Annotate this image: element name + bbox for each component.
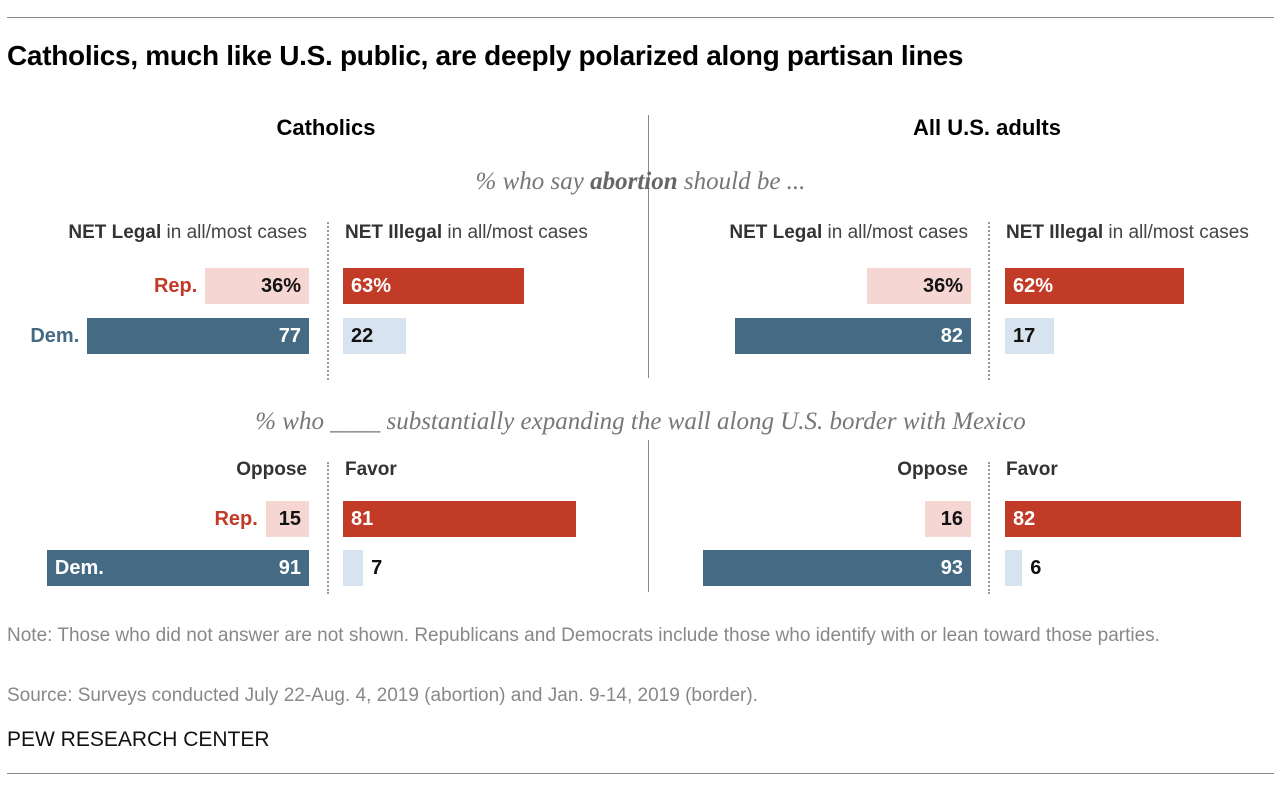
right-column-header: Favor <box>345 459 397 480</box>
bar-rep-right <box>1005 268 1184 304</box>
bar-dem-left <box>87 318 309 354</box>
chart-note: Note: Those who did not answer are not s… <box>7 625 1160 646</box>
data-label-right: 63% <box>351 275 392 297</box>
chart-source: Source: Surveys conducted July 22-Aug. 4… <box>7 685 758 706</box>
bar-rep-left <box>924 501 971 537</box>
bar-rep-left <box>265 501 309 537</box>
panel-divider-top <box>648 115 649 378</box>
party-label-dem: Dem. <box>30 325 80 347</box>
center-dotted-divider <box>988 222 990 380</box>
bar-dem-left <box>703 550 971 586</box>
data-label-right: 7 <box>371 557 383 579</box>
bar-dem-left <box>46 550 309 586</box>
top-rule <box>7 17 1274 18</box>
right-column-header: NET Illegal in all/most cases <box>345 222 588 243</box>
data-label-left: 82 <box>940 325 963 347</box>
data-label-right: 22 <box>351 325 374 347</box>
bar-dem-left <box>734 318 971 354</box>
chart-title: Catholics, much like U.S. public, are de… <box>7 40 964 71</box>
bar-rep-right <box>343 501 577 537</box>
bottom-rule <box>7 773 1274 774</box>
data-label-left: 91 <box>278 557 301 579</box>
panel-title-all-adults: All U.S. adults <box>913 115 1061 140</box>
data-label-right: 17 <box>1013 325 1036 347</box>
party-label-rep: Rep. <box>214 508 258 530</box>
bar-dem-right <box>343 550 364 586</box>
data-label-right: 6 <box>1030 557 1042 579</box>
right-column-header: NET Illegal in all/most cases <box>1006 222 1249 243</box>
data-label-left: 77 <box>278 325 301 347</box>
data-label-left: 36% <box>260 275 301 297</box>
data-label-left: 16 <box>940 508 963 530</box>
bar-rep-right <box>343 268 525 304</box>
bar-dem-right <box>1005 550 1023 586</box>
brand-label: PEW RESEARCH CENTER <box>7 728 270 751</box>
section-subtitle: % who say abortion should be ... <box>475 168 806 195</box>
party-label-dem: Dem. <box>54 557 104 579</box>
panel-divider-bottom <box>648 440 649 592</box>
left-column-header: Oppose <box>236 459 307 480</box>
data-label-right: 62% <box>1013 275 1054 297</box>
bar-dem-right <box>1005 318 1054 354</box>
bar-dem-right <box>343 318 407 354</box>
center-dotted-divider <box>327 462 329 594</box>
right-column-header: Favor <box>1006 459 1058 480</box>
section-subtitle: % who ____ substantially expanding the w… <box>255 408 1026 435</box>
party-label-rep: Rep. <box>153 275 198 297</box>
data-label-left: 93 <box>940 557 963 579</box>
data-label-right: 82 <box>1013 508 1036 530</box>
data-label-right: 81 <box>351 508 374 530</box>
bar-rep-left <box>867 268 971 304</box>
center-dotted-divider <box>327 222 329 380</box>
left-column-header: NET Legal in all/most cases <box>68 222 307 243</box>
data-label-left: 15 <box>278 508 301 530</box>
bar-rep-left <box>205 268 309 304</box>
data-label-left: 36% <box>922 275 963 297</box>
left-column-header: Oppose <box>897 459 968 480</box>
bar-rep-right <box>1005 501 1242 537</box>
center-dotted-divider <box>988 462 990 594</box>
left-column-header: NET Legal in all/most cases <box>729 222 968 243</box>
panel-title-catholics: Catholics <box>276 115 376 140</box>
